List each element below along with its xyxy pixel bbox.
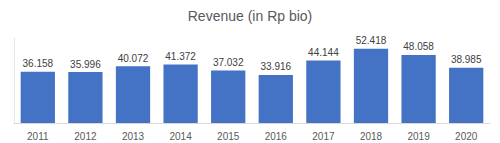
svg-text:2011: 2011 [27,131,49,142]
svg-text:2017: 2017 [312,131,335,142]
svg-text:48.058: 48.058 [403,41,434,52]
svg-text:40.072: 40.072 [118,53,149,64]
svg-text:33.916: 33.916 [261,61,292,72]
svg-text:37.032: 37.032 [213,57,244,68]
svg-text:35.996: 35.996 [70,59,101,70]
svg-text:44.144: 44.144 [308,47,339,58]
svg-text:2012: 2012 [74,131,97,142]
svg-text:2015: 2015 [217,131,240,142]
svg-text:2013: 2013 [122,131,145,142]
svg-text:38.985: 38.985 [451,54,482,65]
svg-text:36.158: 36.158 [23,58,54,69]
svg-text:2020: 2020 [455,131,478,142]
svg-text:2019: 2019 [407,131,430,142]
svg-text:41.372: 41.372 [165,51,196,62]
svg-text:2014: 2014 [169,131,192,142]
svg-text:Revenue (in Rp bio): Revenue (in Rp bio) [188,8,313,24]
svg-text:52.418: 52.418 [356,35,387,46]
svg-text:2016: 2016 [265,131,288,142]
svg-text:2018: 2018 [360,131,383,142]
